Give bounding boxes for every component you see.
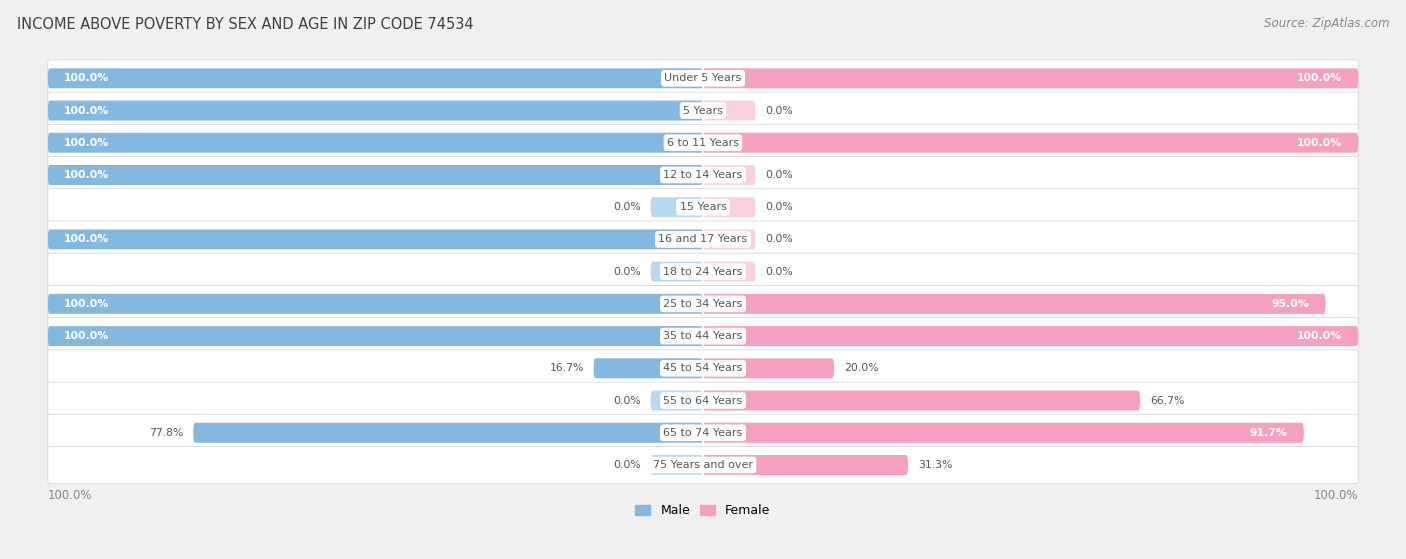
FancyBboxPatch shape [651, 197, 703, 217]
Text: 100.0%: 100.0% [65, 106, 110, 116]
FancyBboxPatch shape [703, 294, 1326, 314]
Text: 45 to 54 Years: 45 to 54 Years [664, 363, 742, 373]
Text: 35 to 44 Years: 35 to 44 Years [664, 331, 742, 341]
FancyBboxPatch shape [48, 286, 1358, 323]
Text: 0.0%: 0.0% [613, 396, 641, 405]
Text: 18 to 24 Years: 18 to 24 Years [664, 267, 742, 277]
FancyBboxPatch shape [48, 189, 1358, 226]
Text: 0.0%: 0.0% [765, 202, 793, 212]
FancyBboxPatch shape [703, 101, 755, 121]
Text: 100.0%: 100.0% [65, 138, 110, 148]
Text: 100.0%: 100.0% [1296, 138, 1341, 148]
Text: 100.0%: 100.0% [65, 73, 110, 83]
Text: 16 and 17 Years: 16 and 17 Years [658, 234, 748, 244]
Text: 0.0%: 0.0% [613, 202, 641, 212]
FancyBboxPatch shape [703, 165, 755, 185]
FancyBboxPatch shape [703, 229, 755, 249]
Text: 15 Years: 15 Years [679, 202, 727, 212]
FancyBboxPatch shape [48, 326, 703, 346]
FancyBboxPatch shape [48, 447, 1358, 484]
FancyBboxPatch shape [193, 423, 703, 443]
FancyBboxPatch shape [651, 455, 703, 475]
Text: 95.0%: 95.0% [1271, 299, 1309, 309]
Text: INCOME ABOVE POVERTY BY SEX AND AGE IN ZIP CODE 74534: INCOME ABOVE POVERTY BY SEX AND AGE IN Z… [17, 17, 474, 32]
Legend: Male, Female: Male, Female [630, 499, 776, 522]
Text: 55 to 64 Years: 55 to 64 Years [664, 396, 742, 405]
Text: 100.0%: 100.0% [48, 489, 93, 501]
Text: 100.0%: 100.0% [1296, 73, 1341, 83]
FancyBboxPatch shape [48, 294, 703, 314]
FancyBboxPatch shape [703, 455, 908, 475]
Text: 0.0%: 0.0% [765, 106, 793, 116]
FancyBboxPatch shape [48, 253, 1358, 290]
FancyBboxPatch shape [48, 124, 1358, 161]
Text: 65 to 74 Years: 65 to 74 Years [664, 428, 742, 438]
FancyBboxPatch shape [651, 391, 703, 410]
Text: 0.0%: 0.0% [765, 267, 793, 277]
FancyBboxPatch shape [48, 318, 1358, 354]
Text: 75 Years and over: 75 Years and over [652, 460, 754, 470]
Text: 100.0%: 100.0% [1313, 489, 1358, 501]
Text: 20.0%: 20.0% [844, 363, 879, 373]
Text: 31.3%: 31.3% [918, 460, 952, 470]
FancyBboxPatch shape [703, 262, 755, 282]
Text: 100.0%: 100.0% [1296, 331, 1341, 341]
Text: 66.7%: 66.7% [1150, 396, 1184, 405]
FancyBboxPatch shape [48, 92, 1358, 129]
Text: 100.0%: 100.0% [65, 234, 110, 244]
Text: 91.7%: 91.7% [1250, 428, 1288, 438]
FancyBboxPatch shape [703, 423, 1303, 443]
FancyBboxPatch shape [48, 350, 1358, 387]
Text: Under 5 Years: Under 5 Years [665, 73, 741, 83]
FancyBboxPatch shape [48, 157, 1358, 193]
FancyBboxPatch shape [651, 262, 703, 282]
Text: 6 to 11 Years: 6 to 11 Years [666, 138, 740, 148]
Text: Source: ZipAtlas.com: Source: ZipAtlas.com [1264, 17, 1389, 30]
FancyBboxPatch shape [703, 68, 1358, 88]
FancyBboxPatch shape [48, 132, 703, 153]
Text: 0.0%: 0.0% [765, 234, 793, 244]
FancyBboxPatch shape [48, 414, 1358, 451]
Text: 16.7%: 16.7% [550, 363, 583, 373]
FancyBboxPatch shape [48, 165, 703, 185]
FancyBboxPatch shape [703, 326, 1358, 346]
FancyBboxPatch shape [48, 101, 703, 121]
Text: 25 to 34 Years: 25 to 34 Years [664, 299, 742, 309]
Text: 100.0%: 100.0% [65, 331, 110, 341]
FancyBboxPatch shape [48, 382, 1358, 419]
FancyBboxPatch shape [48, 229, 703, 249]
FancyBboxPatch shape [593, 358, 703, 378]
FancyBboxPatch shape [48, 68, 703, 88]
Text: 5 Years: 5 Years [683, 106, 723, 116]
Text: 0.0%: 0.0% [765, 170, 793, 180]
FancyBboxPatch shape [703, 197, 755, 217]
FancyBboxPatch shape [48, 221, 1358, 258]
Text: 12 to 14 Years: 12 to 14 Years [664, 170, 742, 180]
FancyBboxPatch shape [703, 358, 834, 378]
Text: 100.0%: 100.0% [65, 299, 110, 309]
FancyBboxPatch shape [48, 60, 1358, 97]
FancyBboxPatch shape [703, 132, 1358, 153]
Text: 0.0%: 0.0% [613, 267, 641, 277]
Text: 77.8%: 77.8% [149, 428, 183, 438]
Text: 0.0%: 0.0% [613, 460, 641, 470]
Text: 100.0%: 100.0% [65, 170, 110, 180]
FancyBboxPatch shape [703, 391, 1140, 410]
